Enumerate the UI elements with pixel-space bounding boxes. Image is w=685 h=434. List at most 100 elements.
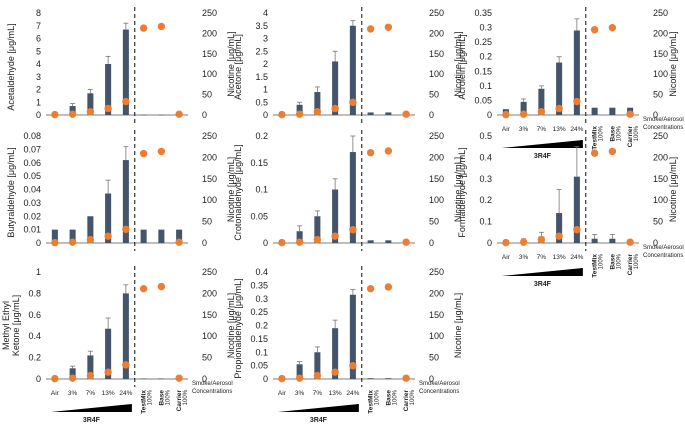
y2-tick-label: 250: [202, 131, 217, 141]
bar-TestMix: [140, 378, 147, 380]
y-tick-label: 0.03: [23, 198, 41, 208]
y-tick-label: 0.4: [255, 267, 268, 277]
x-tick-label: 7%: [537, 126, 547, 133]
concentration-wedge: [501, 268, 583, 276]
concentrations-label: Concentrations: [192, 389, 232, 395]
y2-tick-label: 150: [653, 49, 668, 59]
bar-24%: [349, 152, 356, 243]
nicotine-point-Base: [384, 283, 393, 291]
y-tick-label: 0.07: [23, 144, 41, 154]
x-tick-label: Air: [51, 390, 60, 397]
y-tick-label: 0.3: [255, 294, 268, 304]
bar-TestMix: [367, 378, 374, 379]
x-tick-percent: 100%: [599, 253, 605, 269]
x-tick-label: 3%: [295, 390, 305, 397]
nicotine-point-TestMix: [366, 284, 375, 293]
y-axis-label: Acrolein [μg/mL]: [457, 34, 467, 99]
y2-tick-label: 100: [429, 69, 444, 79]
x-tick-label: Air: [502, 126, 511, 133]
x-tick-label: 7%: [537, 254, 547, 261]
nicotine-point-Base: [608, 147, 617, 156]
nicotine-point-Carrier: [175, 238, 183, 246]
y2-tick-label: 50: [202, 90, 212, 100]
smoke-aerosol-label: Smoke/Aerosol: [419, 381, 460, 387]
y-tick-label: 0: [263, 110, 268, 120]
bar-Carrier: [176, 229, 183, 243]
x-tick-percent: 100%: [165, 389, 171, 405]
bar-7%: [87, 216, 94, 243]
nicotine-point-Air: [51, 110, 59, 119]
y2-tick-label: 250: [202, 8, 217, 18]
y2-tick-label: 100: [429, 331, 444, 341]
y-tick-label: 0: [487, 238, 492, 248]
y2-tick-label: 50: [429, 217, 439, 227]
concentrations-label: Concentrations: [643, 125, 683, 131]
y2-tick-label: 200: [202, 288, 217, 298]
panel-butyraldehyde: 0 0.01 0.02 0.03 0.04 0.05 0.06 0.07 0.08 0 50 100 1…: [6, 130, 236, 251]
bar-TestMix: [367, 240, 374, 243]
y2-tick-label: 100: [202, 331, 217, 341]
y-tick-label: 0: [263, 238, 268, 248]
y-tick-label: 0: [263, 374, 268, 384]
nicotine-point-13%: [331, 232, 339, 240]
y2-tick-label: 100: [429, 195, 444, 205]
nicotine-point-Carrier: [626, 238, 634, 246]
nicotine-point-13%: [555, 104, 563, 113]
y2-tick-label: 250: [429, 131, 444, 141]
bar-Base: [158, 229, 165, 243]
x-tick-label: 13%: [329, 390, 342, 397]
y2-axis-label: Nicotine [μg/mL]: [453, 157, 463, 222]
concentrations-label: Concentrations: [419, 389, 459, 395]
x-tick-percent: 100%: [375, 389, 381, 405]
nicotine-point-24%: [122, 97, 130, 106]
y2-tick-label: 0: [202, 238, 207, 248]
nicotine-point-Air: [278, 110, 286, 119]
y2-tick-label: 150: [653, 174, 668, 184]
nicotine-point-13%: [104, 368, 112, 376]
nicotine-point-13%: [555, 232, 563, 240]
y-tick-label: 0.04: [23, 185, 41, 195]
x-tick-label: Base: [385, 390, 392, 406]
x-tick-label: 24%: [570, 254, 583, 261]
y-tick-label: 1: [263, 85, 268, 95]
y-tick-label: 4: [36, 59, 41, 69]
bar-7%: [87, 93, 94, 115]
nicotine-point-24%: [573, 226, 581, 234]
y-tick-label: 3.5: [255, 21, 268, 31]
x-tick-label: 24%: [346, 390, 359, 397]
nicotine-point-Carrier: [175, 110, 183, 118]
x-tick-label: 13%: [102, 390, 115, 397]
y2-tick-label: 50: [653, 217, 663, 227]
y-tick-label: 0.35: [250, 280, 268, 290]
nicotine-point-13%: [104, 104, 112, 113]
x-tick-label: 3%: [519, 126, 529, 133]
y2-axis-label: Nicotine [μg/mL]: [453, 293, 463, 358]
y-tick-label: 2.5: [255, 46, 268, 56]
nicotine-point-13%: [331, 104, 339, 113]
bar-3%: [296, 364, 303, 379]
nicotine-point-24%: [349, 362, 357, 370]
x-tick-label: 7%: [86, 390, 96, 397]
y-tick-label: 2: [263, 59, 268, 69]
bar-24%: [573, 30, 580, 115]
y2-tick-label: 200: [429, 152, 444, 162]
group-label-3r4f: 3R4F: [83, 417, 101, 424]
x-tick-label: 7%: [313, 390, 323, 397]
y2-tick-label: 200: [429, 288, 444, 298]
smoke-aerosol-label: Smoke/Aerosol: [192, 381, 233, 387]
nicotine-point-7%: [313, 235, 322, 244]
x-tick-label: 24%: [119, 390, 132, 397]
bar-13%: [332, 61, 339, 115]
y-tick-label: 0.35: [474, 8, 492, 18]
x-tick-percent: 100%: [634, 253, 640, 269]
y-axis-label: Acetaldehyde [μg/mL]: [6, 23, 16, 110]
y2-tick-label: 0: [653, 110, 658, 120]
y2-tick-label: 250: [653, 8, 668, 18]
y2-tick-label: 100: [653, 195, 668, 205]
y2-tick-label: 100: [653, 69, 668, 79]
x-tick-percent: 100%: [148, 389, 154, 405]
nicotine-point-Carrier: [402, 238, 410, 246]
y-tick-label: 1.5: [255, 72, 268, 82]
y-tick-label: 7: [36, 21, 41, 31]
